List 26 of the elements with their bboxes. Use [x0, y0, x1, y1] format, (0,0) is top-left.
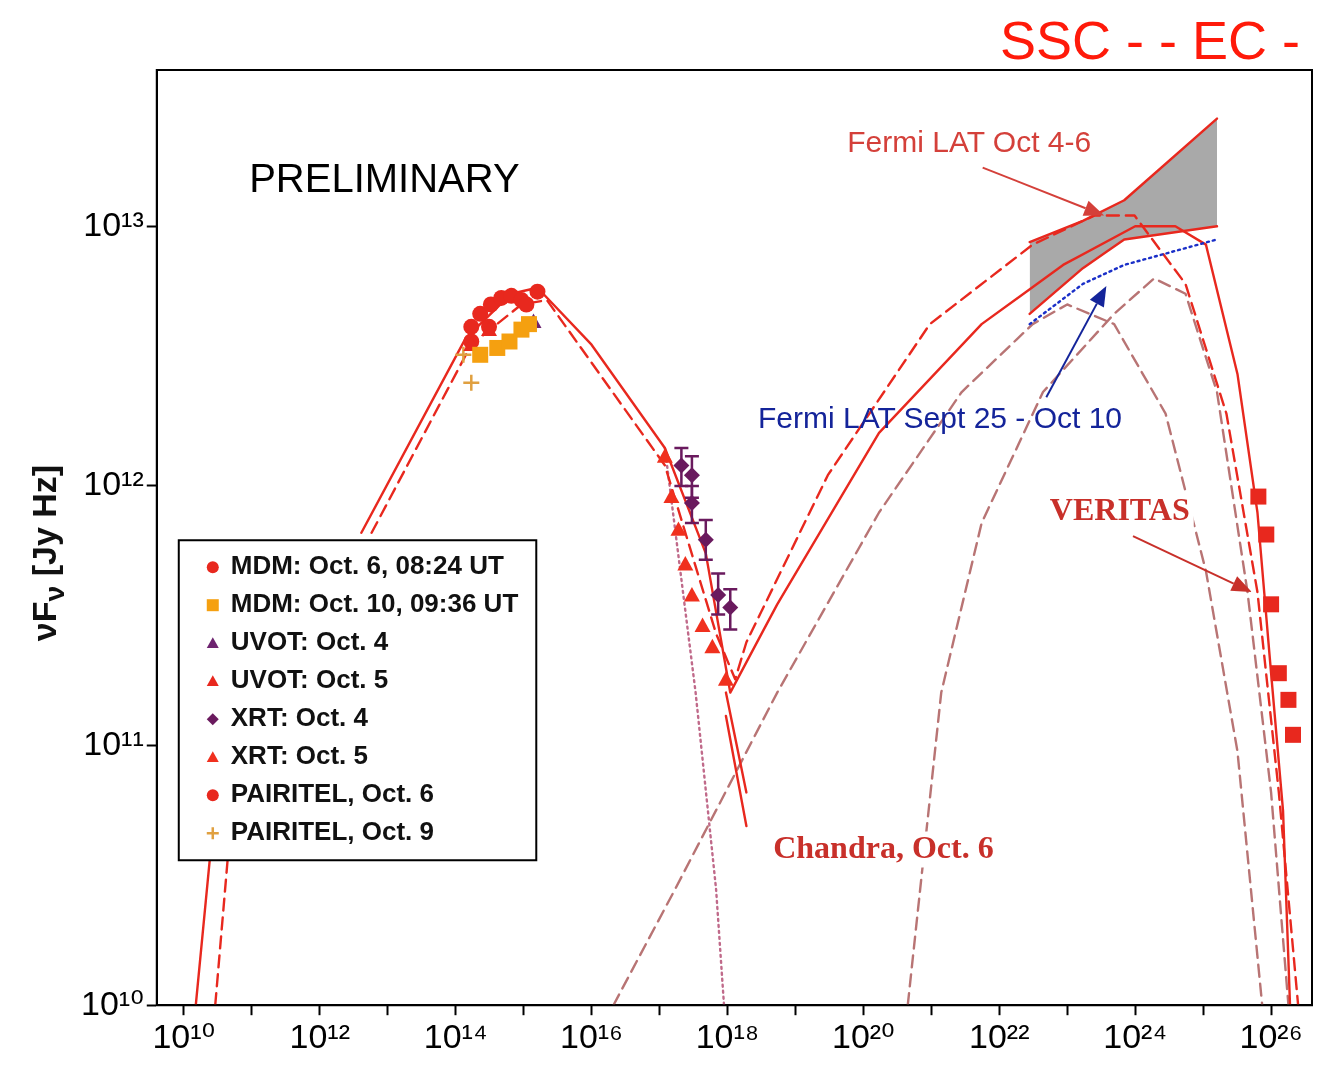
legend-label: PAIRITEL, Oct. 9 [230, 816, 434, 847]
y-tick-label: 10¹¹ [83, 723, 144, 762]
chart-title: SSC - - EC - [999, 9, 1300, 72]
y-tick-label: 10¹³ [83, 204, 144, 243]
x-tick-label: 10²⁴ [1103, 1016, 1168, 1055]
y-tick-label: 10¹⁰ [80, 983, 144, 1022]
x-tick-label: 10²⁶ [1239, 1016, 1303, 1055]
legend-label: MDM: Oct. 10, 09:36 UT [230, 588, 519, 619]
legend-label: XRT: Oct. 5 [230, 740, 369, 771]
x-tick-label: 10¹² [289, 1016, 350, 1055]
y-tick-label: 10¹² [83, 464, 144, 503]
x-tick-label: 10¹⁸ [695, 1016, 760, 1055]
annotation: PRELIMINARY [249, 156, 520, 201]
legend-label: PAIRITEL, Oct. 6 [230, 778, 434, 809]
x-tick-label: 10²² [969, 1016, 1030, 1055]
x-tick-label: 10¹⁰ [152, 1016, 216, 1055]
annotation: Fermi LAT Oct 4-6 [847, 124, 1092, 158]
legend-label: MDM: Oct. 6, 08:24 UT [230, 550, 504, 581]
x-tick-label: 10¹⁴ [423, 1016, 488, 1055]
legend-label: XRT: Oct. 4 [230, 702, 369, 733]
legend-label: UVOT: Oct. 5 [230, 664, 389, 695]
legend-label: UVOT: Oct. 4 [230, 626, 389, 657]
annotation: VERITAS [1049, 491, 1190, 528]
x-tick-label: 10¹⁶ [559, 1016, 624, 1055]
annotation: Chandra, Oct. 6 [773, 828, 994, 865]
x-tick-label: 10²⁰ [831, 1016, 895, 1055]
